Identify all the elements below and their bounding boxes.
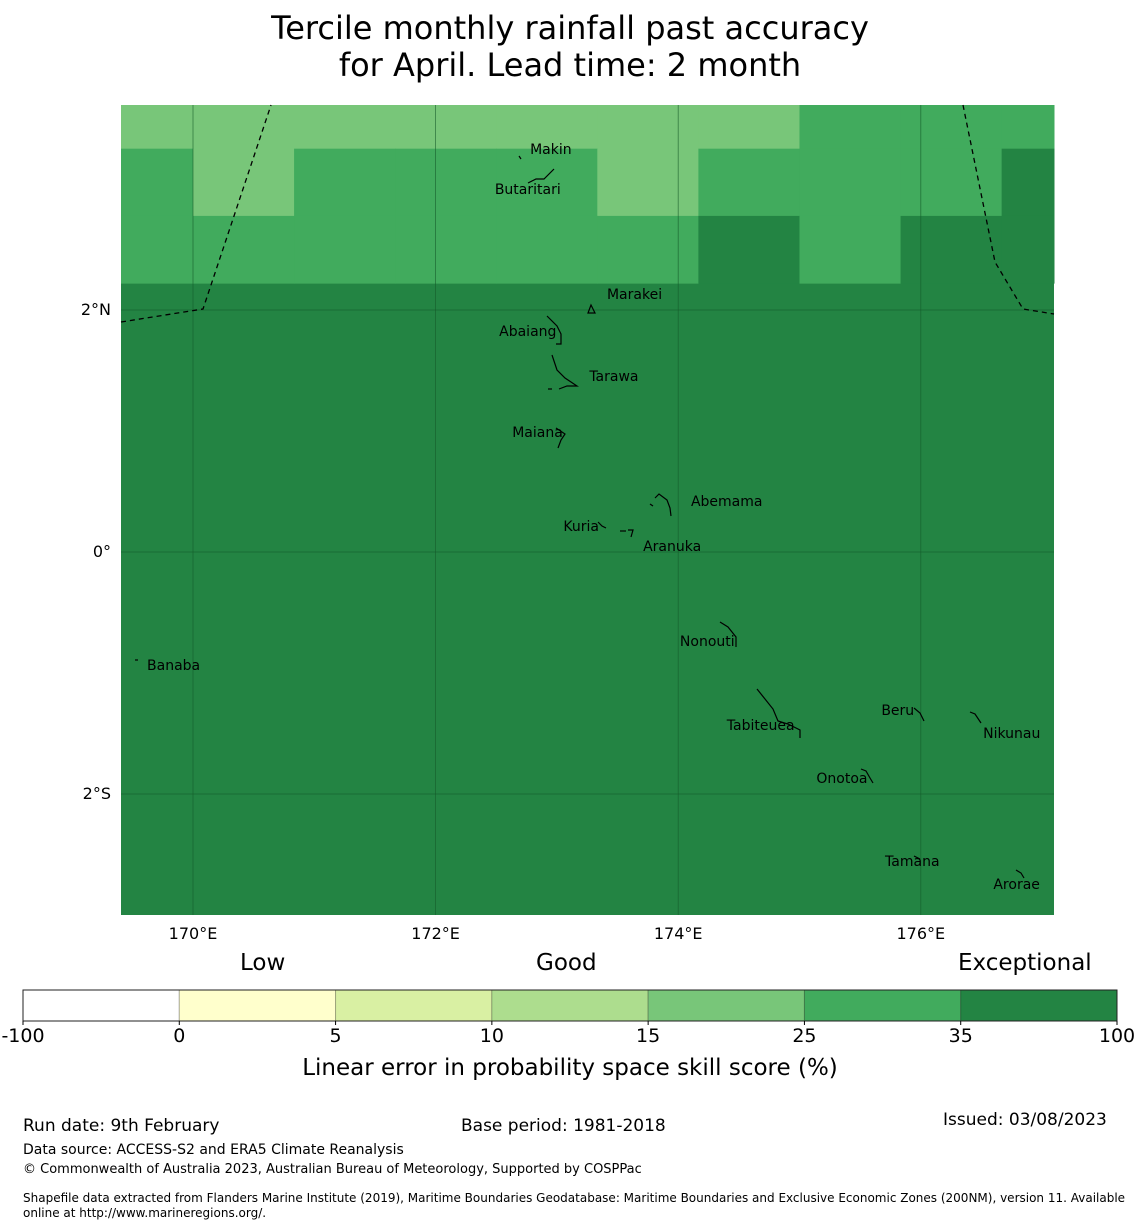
colorbar-tick-label: 25 bbox=[792, 1025, 817, 1047]
island-label: Kuria bbox=[563, 518, 599, 535]
issued-date: Issued: 03/08/2023 bbox=[943, 1110, 1107, 1130]
skill-cell bbox=[597, 105, 699, 150]
skill-cell bbox=[900, 215, 1003, 284]
colorbar-tick-label: 10 bbox=[479, 1025, 504, 1047]
island-label: Aranuka bbox=[643, 539, 702, 556]
skill-cell bbox=[395, 215, 497, 284]
skill-cell bbox=[1001, 215, 1055, 284]
skill-grid bbox=[121, 105, 1055, 915]
skill-cell bbox=[496, 148, 598, 217]
skill-cell bbox=[1001, 105, 1055, 150]
base-period: Base period: 1981-2018 bbox=[461, 1116, 666, 1136]
lat-tick-label: 2°S bbox=[82, 784, 111, 803]
colorbar-label-good: Good bbox=[536, 950, 597, 976]
skill-cell bbox=[496, 105, 598, 150]
skill-cell bbox=[121, 105, 194, 150]
island-label: Butaritari bbox=[494, 182, 561, 199]
lat-tick-label: 0° bbox=[92, 542, 111, 561]
colorbar-swatch bbox=[22, 989, 180, 1022]
skill-cell bbox=[597, 215, 699, 284]
skill-cell bbox=[294, 105, 396, 150]
colorbar-title: Linear error in probability space skill … bbox=[302, 1055, 838, 1081]
colorbar bbox=[22, 989, 1118, 1025]
skill-cell bbox=[395, 105, 497, 150]
lon-tick-label: 170°E bbox=[168, 924, 218, 943]
colorbar-swatch bbox=[803, 989, 962, 1022]
lon-tick-label: 176°E bbox=[896, 924, 946, 943]
skill-cell bbox=[193, 215, 295, 284]
eez-boundaries bbox=[120, 104, 1055, 323]
skill-cell bbox=[900, 148, 1003, 217]
colorbar-tick-label: 15 bbox=[636, 1025, 661, 1047]
colorbar-label-exceptional: Exceptional bbox=[958, 950, 1092, 976]
title-line-2: for April. Lead time: 2 month bbox=[338, 46, 802, 84]
island-label: Nonouti bbox=[679, 633, 735, 650]
island-label: Abemama bbox=[690, 494, 763, 511]
skill-cell bbox=[799, 215, 902, 284]
skill-cell bbox=[121, 148, 194, 217]
skill-cell bbox=[698, 105, 800, 150]
colorbar-tick-label: 35 bbox=[948, 1025, 973, 1047]
skill-cell bbox=[395, 148, 497, 217]
island-label: Makin bbox=[530, 142, 572, 159]
colorbar-tick-label: 5 bbox=[329, 1025, 342, 1047]
island-label: Maiana bbox=[512, 425, 563, 442]
colorbar-swatch bbox=[335, 989, 493, 1022]
lat-tick-label: 2°N bbox=[80, 300, 111, 319]
island-label: Marakei bbox=[606, 287, 663, 304]
colorbar-tick-label: 100 bbox=[1098, 1025, 1136, 1047]
colorbar-tick-label: 0 bbox=[173, 1025, 186, 1047]
eez-boundary-west bbox=[120, 104, 272, 323]
colorbar-frame bbox=[22, 989, 1118, 1022]
skill-cell bbox=[799, 148, 902, 217]
colorbar-swatch bbox=[491, 989, 649, 1022]
island-label: Abaiang bbox=[499, 323, 557, 340]
skill-cell bbox=[698, 215, 800, 284]
skill-cell bbox=[193, 148, 295, 217]
copyright: © Commonwealth of Australia 2023, Austra… bbox=[23, 1162, 642, 1177]
colorbar-swatch bbox=[647, 989, 805, 1022]
skill-cell bbox=[121, 215, 194, 284]
shapefile-credit: Shapefile data extracted from Flanders M… bbox=[23, 1191, 1126, 1220]
lon-tick-label: 174°E bbox=[653, 924, 703, 943]
skill-cell bbox=[698, 148, 800, 217]
skill-cell bbox=[193, 105, 295, 150]
island-label: Tabiteuea bbox=[726, 718, 795, 735]
colorbar-swatch bbox=[960, 989, 1118, 1022]
island-label: Nikunau bbox=[983, 725, 1041, 742]
data-source: Data source: ACCESS-S2 and ERA5 Climate … bbox=[23, 1142, 404, 1158]
chart-title: Tercile monthly rainfall past accuracy f… bbox=[0, 10, 1140, 84]
island-label: Tarawa bbox=[589, 368, 639, 385]
island-label: Banaba bbox=[147, 657, 201, 674]
skill-cell bbox=[597, 148, 699, 217]
run-date: Run date: 9th February bbox=[23, 1116, 220, 1136]
skill-cell bbox=[496, 215, 598, 284]
title-line-1: Tercile monthly rainfall past accuracy bbox=[271, 9, 869, 47]
island-outlines bbox=[135, 155, 1025, 879]
skill-cell bbox=[900, 105, 1003, 150]
lon-tick-label: 172°E bbox=[411, 924, 460, 943]
island-label: Tamana bbox=[885, 853, 940, 870]
skill-cell bbox=[294, 215, 396, 284]
colorbar-swatch bbox=[178, 989, 337, 1022]
graticule bbox=[121, 105, 1054, 915]
island-label: Onotoa bbox=[816, 771, 868, 788]
skill-cell bbox=[799, 105, 902, 150]
colorbar-label-low: Low bbox=[240, 950, 286, 976]
colorbar-tick-label: -100 bbox=[1, 1025, 45, 1047]
island-label: Arorae bbox=[993, 876, 1040, 893]
skill-cell bbox=[294, 148, 396, 217]
island-label: Beru bbox=[881, 702, 915, 719]
skill-cell bbox=[1001, 148, 1055, 217]
